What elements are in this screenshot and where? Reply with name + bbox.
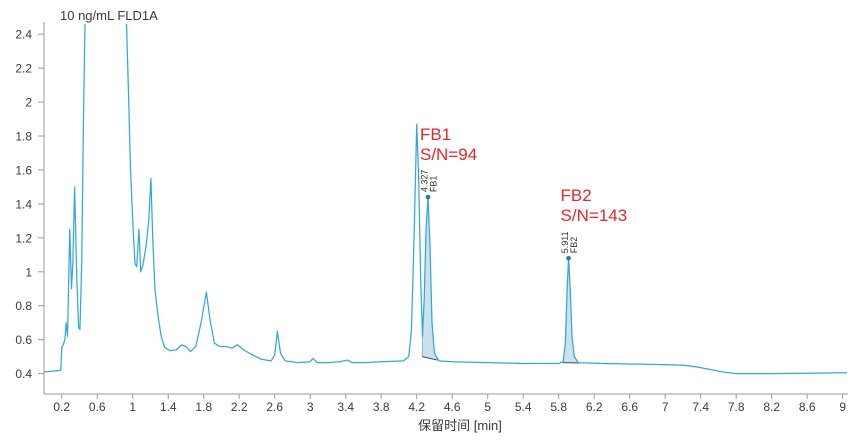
y-tick-label: 0.8 xyxy=(15,299,32,313)
y-tick-label: 1.8 xyxy=(15,130,32,144)
x-tick-label: 3.8 xyxy=(373,400,390,414)
x-tick-label: 6.6 xyxy=(621,400,638,414)
y-tick-label: 2 xyxy=(25,96,32,110)
x-tick-label: 7 xyxy=(662,400,669,414)
peak-annotation-sn-fb2: S/N=143 xyxy=(561,206,628,225)
peak-marker-fb2 xyxy=(566,255,571,261)
integration-baseline-fb1 xyxy=(422,356,438,361)
x-tick-label: 8.2 xyxy=(763,400,780,414)
y-tick-label: 1 xyxy=(25,265,32,279)
y-tick-label: 0.6 xyxy=(15,333,32,347)
x-axis-label: 保留时间 [min] xyxy=(418,418,502,433)
peak-name-label-fb2: FB2 xyxy=(569,237,579,254)
peak-marker-fb1 xyxy=(425,194,431,200)
series-trace xyxy=(44,24,848,375)
x-tick-label: 7.8 xyxy=(728,400,745,414)
chart-title: 10 ng/mL FLD1A xyxy=(60,8,158,23)
x-tick-label: 1.4 xyxy=(160,400,177,414)
peak-name-label-fb1: FB1 xyxy=(428,176,438,193)
x-tick-label: 3 xyxy=(307,400,314,414)
x-tick-label: 2.6 xyxy=(266,400,283,414)
x-tick-label: 9 xyxy=(839,400,846,414)
y-tick-label: 1.4 xyxy=(15,197,32,211)
trace-layer xyxy=(44,24,848,375)
y-axis-ticks: 0.4 0.6 0.8 1 1.2 1.4 1.6 1.8 2 2.2 2.4 xyxy=(15,28,44,381)
x-tick-label: 3.4 xyxy=(337,400,354,414)
x-tick-label: 2.2 xyxy=(231,400,248,414)
x-tick-label: 1 xyxy=(129,400,136,414)
peak-rt-label-fb2: 5.911 xyxy=(560,231,570,253)
x-axis-ticks: 0.2 0.6 1 1.4 1.8 2.2 2.6 3 3.4 3.8 4.2 4.6 5 5.4 5.8 6… xyxy=(53,394,846,414)
peak-annotation-sn-fb1: S/N=94 xyxy=(420,145,477,164)
x-tick-label: 4.6 xyxy=(444,400,461,414)
x-tick-label: 7.4 xyxy=(692,400,709,414)
peak-annotation-name-fb2: FB2 xyxy=(561,186,592,205)
y-tick-label: 2.4 xyxy=(15,28,32,42)
y-tick-label: 1.2 xyxy=(15,231,32,245)
x-tick-label: 0.2 xyxy=(53,400,70,414)
y-tick-label: 0.4 xyxy=(15,367,32,381)
x-tick-label: 4.2 xyxy=(408,400,425,414)
peak-annotation-name-fb1: FB1 xyxy=(420,125,451,144)
x-tick-label: 0.6 xyxy=(89,400,106,414)
x-tick-label: 1.8 xyxy=(195,400,212,414)
peak-rt-label-fb1: 4.327 xyxy=(419,170,429,193)
x-tick-label: 5.8 xyxy=(550,400,567,414)
x-tick-label: 8.6 xyxy=(799,400,816,414)
integration-layer xyxy=(421,197,580,364)
y-tick-label: 2.2 xyxy=(15,62,32,76)
x-tick-label: 5 xyxy=(484,400,491,414)
x-tick-label: 5.4 xyxy=(515,400,532,414)
y-tick-label: 1.6 xyxy=(15,163,32,177)
x-tick-label: 6.2 xyxy=(586,400,603,414)
